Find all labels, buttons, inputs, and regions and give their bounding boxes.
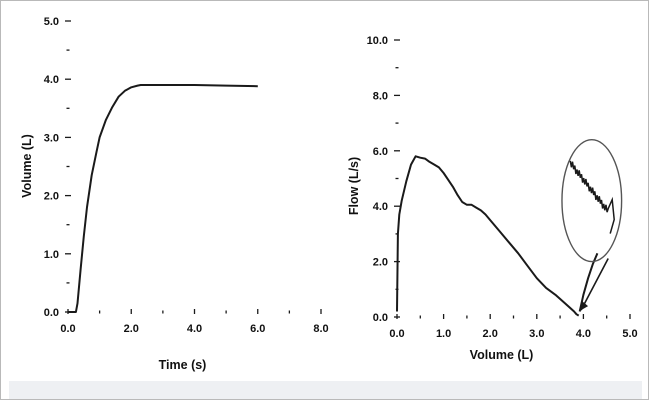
- right-x-tick-label: 5.0: [622, 328, 637, 340]
- caption-strip: [9, 381, 642, 399]
- right-x-axis-label: Volume (L): [470, 348, 534, 362]
- left-y-tick-label: 2.0: [44, 191, 59, 203]
- right-x-tick-label: 3.0: [529, 328, 544, 340]
- left-x-tick-label: 0.0: [60, 323, 75, 335]
- left-x-tick-label: 8.0: [313, 323, 328, 335]
- right-x-tick-label: 4.0: [576, 328, 591, 340]
- left-x-axis-label: Time (s): [159, 358, 207, 372]
- left-x-tick-label: 6.0: [250, 323, 265, 335]
- right-y-tick-label: 4.0: [373, 201, 388, 213]
- left-x-tick-label: 4.0: [187, 323, 202, 335]
- right-series-line-0: [396, 155, 580, 317]
- right-y-tick-label: 2.0: [373, 257, 388, 269]
- left-y-tick-label: 1.0: [44, 249, 59, 261]
- right-y-tick-label: 0.0: [373, 312, 388, 324]
- left-y-tick-label: 4.0: [44, 74, 59, 86]
- right-series-line-1: [578, 252, 599, 312]
- left-y-axis-label: Volume (L): [20, 134, 34, 198]
- left-y-tick-label: 0.0: [44, 307, 59, 319]
- magnifier-connector: [580, 258, 609, 311]
- right-x-tick-label: 0.0: [389, 328, 404, 340]
- left-y-tick-label: 3.0: [44, 132, 59, 144]
- right-y-tick-label: 8.0: [373, 90, 388, 102]
- right-y-axis-label: Flow (L/s): [347, 157, 361, 215]
- magnified-trace: [569, 160, 615, 234]
- flow-volume-chart: 0.0 2.0 4.0 6.0 8.0 10.0 0.0 1.0 2.0 3.0 4.0 5.0 Vol…: [347, 35, 638, 362]
- magnifier-arrowhead: [581, 301, 589, 311]
- right-y-tick-label: 10.0: [367, 35, 388, 47]
- right-x-tick-label: 1.0: [436, 328, 451, 340]
- volume-time-chart: 0.0 1.0 2.0 3.0 4.0 5.0 0.0 2.0 4.0 6.0 8.0 Time (s…: [20, 16, 329, 372]
- magnifier-circle: [561, 139, 623, 263]
- left-series-line-0: [68, 84, 258, 313]
- right-y-tick-label: 6.0: [373, 146, 388, 158]
- left-x-tick-label: 2.0: [124, 323, 139, 335]
- figure-svg: 0.0 1.0 2.0 3.0 4.0 5.0 0.0 2.0 4.0 6.0 8.0 Time (s…: [20, 16, 638, 372]
- right-x-tick-label: 2.0: [483, 328, 498, 340]
- left-y-tick-label: 5.0: [44, 16, 59, 28]
